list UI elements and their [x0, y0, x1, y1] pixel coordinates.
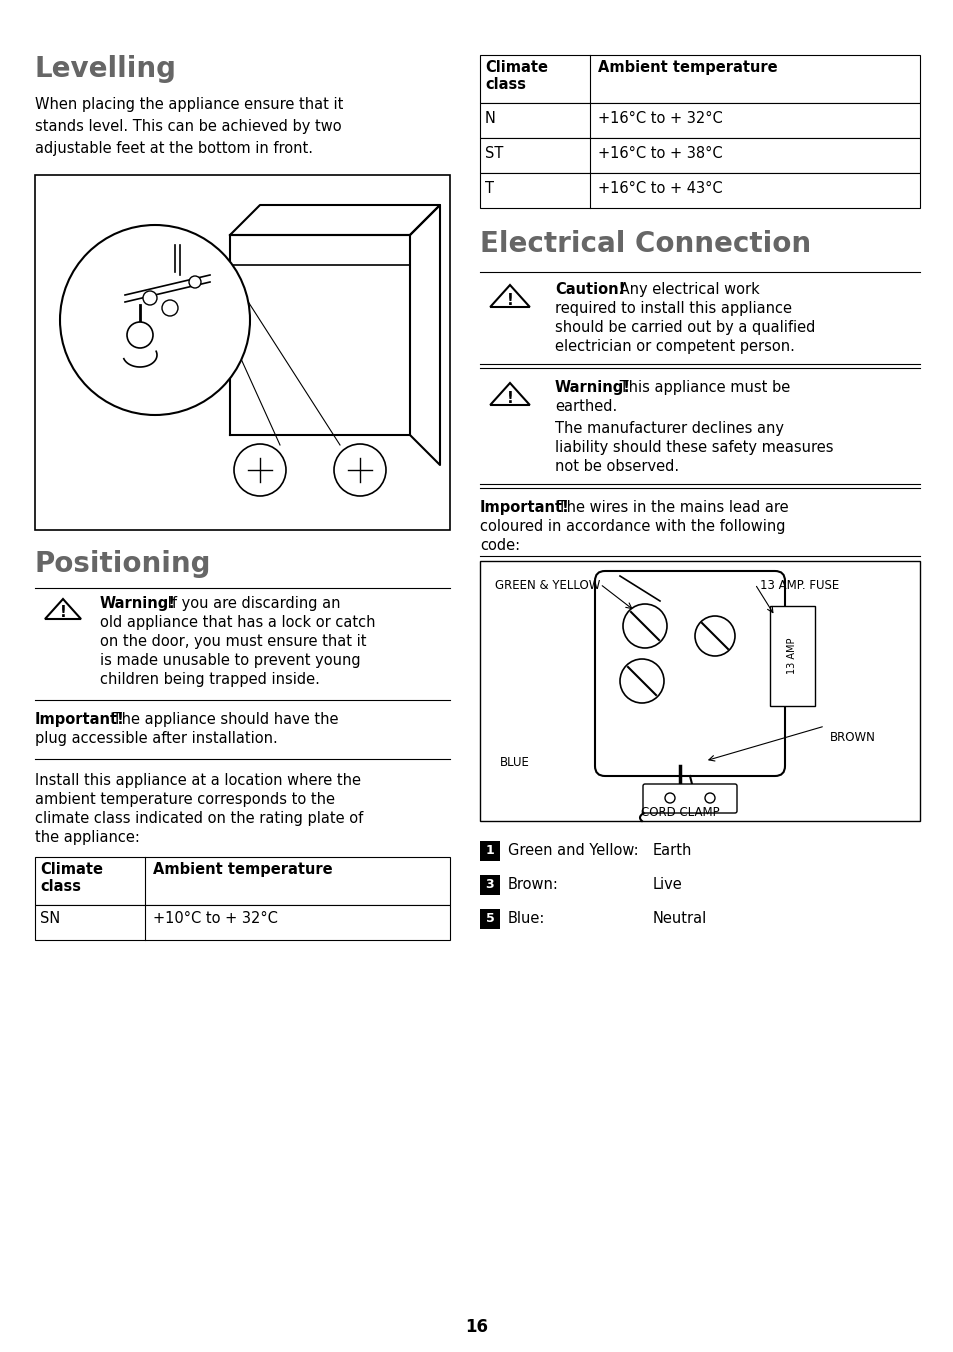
Circle shape — [60, 224, 250, 415]
Text: Warning!: Warning! — [100, 596, 175, 611]
Text: 13 AMP: 13 AMP — [786, 638, 796, 675]
Text: 1: 1 — [485, 845, 494, 857]
Text: electrician or competent person.: electrician or competent person. — [555, 339, 794, 354]
Bar — [479, 55, 919, 103]
Text: on the door, you must ensure that it: on the door, you must ensure that it — [100, 634, 366, 649]
Text: !: ! — [59, 606, 67, 621]
Text: earthed.: earthed. — [555, 399, 617, 414]
Circle shape — [162, 300, 178, 316]
FancyBboxPatch shape — [642, 784, 737, 813]
Text: children being trapped inside.: children being trapped inside. — [100, 672, 319, 687]
Text: 5: 5 — [485, 913, 494, 926]
Text: Earth: Earth — [652, 844, 692, 859]
Bar — [769, 606, 814, 706]
Bar — [35, 904, 450, 940]
Text: BLUE: BLUE — [499, 756, 529, 769]
Text: coloured in accordance with the following: coloured in accordance with the followin… — [479, 519, 784, 534]
Text: Ambient temperature: Ambient temperature — [152, 863, 333, 877]
Bar — [479, 841, 499, 861]
Text: Install this appliance at a location where the: Install this appliance at a location whe… — [35, 773, 360, 788]
Text: Neutral: Neutral — [652, 911, 706, 926]
Bar — [479, 173, 919, 208]
Text: Green and Yellow:: Green and Yellow: — [507, 844, 638, 859]
Text: Important!: Important! — [35, 713, 125, 727]
Text: GREEN & YELLOW: GREEN & YELLOW — [495, 579, 599, 592]
Text: CORD CLAMP: CORD CLAMP — [640, 806, 719, 819]
Text: T: T — [484, 181, 494, 196]
Text: liability should these safety measures: liability should these safety measures — [555, 439, 833, 456]
Text: Electrical Connection: Electrical Connection — [479, 230, 810, 258]
Text: The manufacturer declines any: The manufacturer declines any — [555, 420, 783, 435]
Bar — [479, 103, 919, 138]
Text: SN: SN — [40, 911, 60, 926]
Text: If you are discarding an: If you are discarding an — [163, 596, 340, 611]
Text: BROWN: BROWN — [829, 731, 875, 744]
Text: +10°C to + 32°C: +10°C to + 32°C — [152, 911, 277, 926]
Text: The wires in the mains lead are: The wires in the mains lead are — [553, 500, 788, 515]
Text: is made unusable to prevent young: is made unusable to prevent young — [100, 653, 360, 668]
Text: required to install this appliance: required to install this appliance — [555, 301, 791, 316]
Bar — [479, 138, 919, 173]
Text: !: ! — [506, 391, 513, 406]
Text: Brown:: Brown: — [507, 877, 558, 892]
Text: The appliance should have the: The appliance should have the — [108, 713, 338, 727]
Text: plug accessible after installation.: plug accessible after installation. — [35, 731, 277, 746]
Text: Climate
class: Climate class — [484, 59, 547, 92]
Text: Blue:: Blue: — [507, 911, 545, 926]
Text: N: N — [484, 111, 496, 126]
Text: Any electrical work: Any electrical work — [615, 283, 759, 297]
Text: Live: Live — [652, 877, 682, 892]
Text: ST: ST — [484, 146, 503, 161]
Text: Important!: Important! — [479, 500, 569, 515]
Text: 13 AMP. FUSE: 13 AMP. FUSE — [760, 579, 839, 592]
Text: Levelling: Levelling — [35, 55, 177, 82]
Text: When placing the appliance ensure that it
stands level. This can be achieved by : When placing the appliance ensure that i… — [35, 97, 343, 157]
FancyBboxPatch shape — [595, 571, 784, 776]
Circle shape — [127, 322, 152, 347]
Text: 16: 16 — [465, 1318, 488, 1336]
Text: the appliance:: the appliance: — [35, 830, 140, 845]
Text: old appliance that has a lock or catch: old appliance that has a lock or catch — [100, 615, 375, 630]
Circle shape — [622, 604, 666, 648]
Text: Positioning: Positioning — [35, 550, 212, 579]
Circle shape — [704, 794, 714, 803]
Text: +16°C to + 38°C: +16°C to + 38°C — [598, 146, 721, 161]
Circle shape — [695, 617, 734, 656]
Text: Warning!: Warning! — [555, 380, 630, 395]
Text: This appliance must be: This appliance must be — [615, 380, 789, 395]
Circle shape — [189, 276, 201, 288]
Text: Ambient temperature: Ambient temperature — [598, 59, 777, 74]
Circle shape — [664, 794, 675, 803]
Text: Climate
class: Climate class — [40, 863, 103, 895]
Circle shape — [143, 291, 157, 306]
Bar — [35, 174, 450, 530]
Text: +16°C to + 32°C: +16°C to + 32°C — [598, 111, 722, 126]
Text: climate class indicated on the rating plate of: climate class indicated on the rating pl… — [35, 811, 363, 826]
Bar — [35, 857, 450, 904]
Circle shape — [619, 658, 663, 703]
Circle shape — [334, 443, 386, 496]
Text: code:: code: — [479, 538, 519, 553]
Text: ambient temperature corresponds to the: ambient temperature corresponds to the — [35, 792, 335, 807]
Bar — [479, 875, 499, 895]
Text: +16°C to + 43°C: +16°C to + 43°C — [598, 181, 721, 196]
Bar — [479, 909, 499, 929]
Text: !: ! — [506, 293, 513, 308]
Text: should be carried out by a qualified: should be carried out by a qualified — [555, 320, 815, 335]
Text: not be observed.: not be observed. — [555, 458, 679, 475]
Text: Caution!: Caution! — [555, 283, 624, 297]
Text: 3: 3 — [485, 879, 494, 891]
Circle shape — [233, 443, 286, 496]
Bar — [479, 561, 919, 821]
